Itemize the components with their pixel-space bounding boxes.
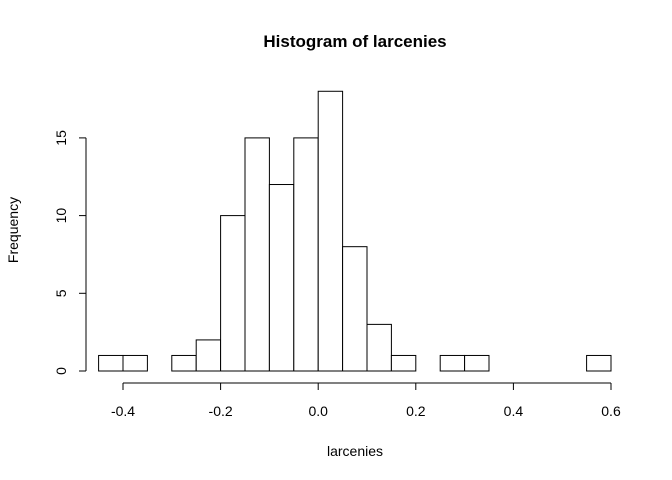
x-axis-label: larcenies bbox=[327, 443, 383, 459]
histogram-bar bbox=[464, 354, 490, 372]
histogram-bar bbox=[390, 354, 417, 372]
histogram-bar bbox=[317, 90, 344, 372]
histogram-bar bbox=[268, 184, 295, 372]
x-tick-label: -0.4 bbox=[111, 403, 135, 419]
y-tick-label: 15 bbox=[53, 130, 69, 146]
y-axis: 0 5 10 15 bbox=[53, 130, 87, 375]
x-tick-label: 0.6 bbox=[601, 403, 621, 419]
bars-group bbox=[98, 90, 612, 372]
x-axis: -0.4 -0.2 0.0 0.2 0.4 0.6 bbox=[111, 382, 621, 419]
histogram-bar bbox=[293, 137, 319, 372]
chart-title: Histogram of larcenies bbox=[263, 32, 446, 51]
x-tick-label: 0.0 bbox=[308, 403, 328, 419]
y-tick-label: 0 bbox=[53, 367, 69, 375]
histogram-bar bbox=[195, 339, 222, 372]
y-tick-label: 10 bbox=[53, 208, 69, 224]
histogram-bar bbox=[586, 354, 612, 372]
histogram-bar bbox=[342, 246, 368, 372]
x-tick-label: 0.2 bbox=[406, 403, 426, 419]
histogram-bar bbox=[439, 354, 466, 372]
x-tick-label: -0.2 bbox=[209, 403, 233, 419]
histogram-bar bbox=[171, 354, 197, 372]
y-axis-label: Frequency bbox=[5, 197, 21, 263]
histogram-bar bbox=[220, 215, 246, 372]
y-tick-label: 5 bbox=[53, 289, 69, 297]
histogram-bar bbox=[122, 354, 148, 372]
histogram-bar bbox=[98, 354, 124, 372]
histogram-bar bbox=[366, 323, 392, 372]
histogram-bar bbox=[244, 137, 270, 372]
x-tick-label: 0.4 bbox=[504, 403, 524, 419]
